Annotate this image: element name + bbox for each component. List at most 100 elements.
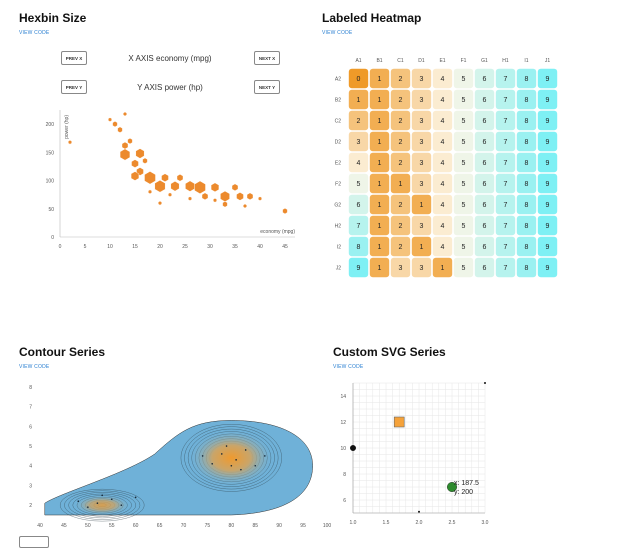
custom-svg-view-code-link[interactable]: VIEW CODE — [333, 364, 364, 370]
heatmap-cell — [348, 215, 369, 236]
heatmap-cell-label: 8 — [525, 139, 529, 146]
heatmap-cell-label: 6 — [483, 244, 487, 251]
heatmap-cell-label: 4 — [441, 223, 445, 230]
heatmap-cell — [411, 89, 432, 110]
custom-svg-annotation-y: y: 200 — [454, 489, 473, 496]
heatmap-cell-label: 2 — [399, 160, 403, 167]
heatmap-cell-label: 1 — [378, 139, 382, 146]
heatmap-cell-label: 9 — [546, 223, 550, 230]
heatmap-cell-label: 9 — [546, 139, 550, 146]
heatmap-view-code-link[interactable]: VIEW CODE — [322, 30, 353, 36]
x-axis-selector-label: X AXIS economy (mpg) — [128, 54, 212, 63]
hexbin-cell — [213, 198, 217, 203]
heatmap-cell-label: 3 — [420, 265, 424, 272]
heatmap-cell — [495, 131, 516, 152]
contour-y-tick-label: 8 — [29, 385, 32, 391]
heatmap-cell — [348, 194, 369, 215]
heatmap-cell-label: 3 — [420, 160, 424, 167]
custom-svg-annotation-x: x: 187.5 — [454, 480, 479, 487]
hexbin-cell — [127, 137, 133, 145]
hexbin-cell — [210, 182, 220, 193]
heatmap-cell-label: 3 — [399, 265, 403, 272]
heatmap-cell-label: 4 — [441, 118, 445, 125]
heatmap-column-label: A1 — [355, 58, 361, 64]
contour-y-tick-label: 7 — [29, 405, 32, 411]
hexbin-view-code-link[interactable]: VIEW CODE — [19, 30, 50, 36]
heatmap-cell — [516, 131, 537, 152]
heatmap-row-label: A2 — [335, 77, 341, 83]
heatmap-cell-label: 4 — [441, 76, 445, 83]
contour-control-button[interactable] — [19, 536, 49, 548]
hexbin-cell — [161, 173, 169, 182]
heatmap-cell-label: 8 — [525, 202, 529, 209]
heatmap-cell-label: 6 — [483, 160, 487, 167]
heatmap-cell — [411, 173, 432, 194]
heatmap-cell — [348, 68, 369, 89]
heatmap-cell — [369, 257, 390, 278]
heatmap-row-label: F2 — [335, 182, 341, 188]
contour-ring — [187, 428, 275, 487]
heatmap-cell — [537, 173, 558, 194]
heatmap-cell — [390, 173, 411, 194]
heatmap-cell — [390, 131, 411, 152]
hexbin-x-tick-label: 5 — [84, 244, 87, 250]
heatmap-cell-label: 7 — [504, 97, 508, 104]
heatmap-cell — [495, 173, 516, 194]
heatmap-cell-label: 2 — [399, 202, 403, 209]
heatmap-cell-label: 7 — [504, 244, 508, 251]
heatmap-cell-label: 3 — [420, 139, 424, 146]
hexbin-cell — [148, 189, 152, 195]
hexbin-chart: 0 5 10 15 20 25 30 35 40 45 0 50 100 150 200 economy (m… — [46, 110, 295, 250]
heatmap-cell — [390, 89, 411, 110]
heatmap-cell-label: 4 — [357, 160, 361, 167]
heatmap-cell-label: 9 — [546, 118, 550, 125]
heatmap-cell — [495, 257, 516, 278]
heatmap-cell-label: 5 — [462, 202, 466, 209]
heatmap-column-label: C1 — [397, 58, 404, 64]
contour-data-point — [87, 506, 89, 508]
heatmap-cell — [516, 236, 537, 257]
heatmap-cell — [516, 257, 537, 278]
contour-ring — [64, 490, 141, 520]
heatmap-cell — [348, 257, 369, 278]
hexbin-y-tick-label: 200 — [46, 122, 55, 128]
heatmap-cell-label: 9 — [357, 265, 361, 272]
heatmap-cell-label: 3 — [420, 76, 424, 83]
next-y-button[interactable]: NEXT Y — [254, 80, 280, 94]
heatmap-cell-label: 1 — [378, 244, 382, 251]
heatmap-cell — [453, 215, 474, 236]
hexbin-y-tick-label: 150 — [46, 150, 55, 156]
custom-svg-x-tick-label: 1.0 — [350, 520, 357, 526]
next-x-button[interactable]: NEXT X — [254, 51, 280, 65]
contour-view-code-link[interactable]: VIEW CODE — [19, 364, 50, 370]
custom-svg-y-tick-label: 8 — [343, 472, 346, 478]
contour-data-point — [235, 459, 237, 461]
heatmap-row-label: B2 — [335, 98, 341, 104]
heatmap-column-label: J1 — [545, 58, 551, 64]
heatmap-cell-label: 1 — [378, 223, 382, 230]
contour-low-peak — [74, 495, 131, 516]
prev-y-button[interactable]: PREV Y — [61, 80, 87, 94]
hexbin-cell — [142, 157, 148, 164]
heatmap-cell — [411, 68, 432, 89]
contour-x-tick-label: 80 — [229, 523, 235, 529]
prev-x-button[interactable]: PREV X — [61, 51, 87, 65]
custom-svg-x-tick-label: 2.0 — [416, 520, 423, 526]
heatmap-cell-label: 8 — [525, 223, 529, 230]
heatmap-cell — [453, 173, 474, 194]
contour-data-point — [240, 468, 242, 471]
heatmap-cell — [537, 215, 558, 236]
heatmap-row-label: H2 — [335, 224, 342, 230]
heatmap-cell — [411, 236, 432, 257]
heatmap-cell — [390, 68, 411, 89]
heatmap-column-label: I1 — [524, 58, 528, 64]
heatmap-cell-label: 4 — [441, 139, 445, 146]
custom-svg-chart: 6 8 10 12 14 1.0 1.5 2.0 2.5 3.0 x: 187.5 y: 200 — [340, 382, 489, 526]
hexbin-cell — [108, 117, 112, 122]
heatmap-cell-label: 5 — [462, 244, 466, 251]
custom-svg-square-mark — [393, 416, 405, 428]
heatmap-cell — [369, 68, 390, 89]
heatmap-cell — [495, 110, 516, 131]
contour-data-point — [254, 464, 257, 467]
